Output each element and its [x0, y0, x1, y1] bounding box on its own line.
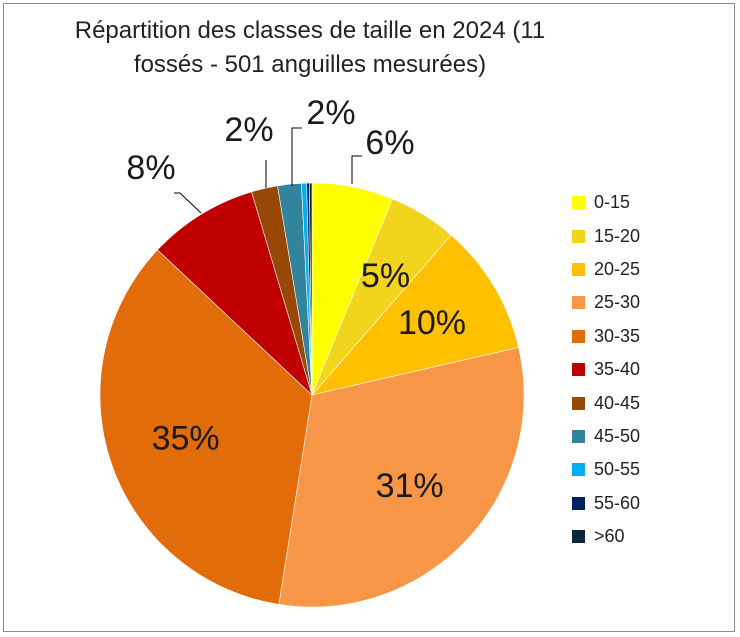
legend-swatch [572, 396, 585, 410]
legend-item: 35-40 [572, 353, 640, 386]
pie-slice-25-30 [278, 347, 525, 608]
legend-item: 25-30 [572, 286, 640, 319]
legend-swatch [572, 262, 585, 276]
leader-line-45-50 [291, 127, 302, 186]
legend-label: >60 [594, 526, 625, 547]
data-label-35-40: 8% [126, 149, 175, 187]
legend-label: 0-15 [594, 192, 631, 213]
leader-line-35-40 [174, 192, 202, 214]
legend-item: 45-50 [572, 420, 640, 453]
pie-slice-20-25 [311, 234, 519, 396]
legend-swatch [572, 496, 585, 510]
pie-slice-30-35 [99, 249, 313, 605]
legend-item: 20-25 [572, 253, 640, 286]
legend-label: 40-45 [594, 392, 641, 413]
pie-slice-gt60 [309, 182, 313, 396]
legend-label: 30-35 [594, 325, 641, 346]
legend-swatch [572, 196, 585, 210]
data-label-40-45: 2% [224, 111, 273, 149]
data-label-45-50: 2% [306, 94, 355, 132]
legend-swatch [572, 463, 585, 477]
chart-title: Répartition des classes de taille en 202… [74, 17, 546, 78]
data-label-15-20: 5% [361, 257, 410, 295]
legend-swatch [572, 429, 585, 443]
legend-label: 25-30 [594, 292, 641, 313]
legend-item: 0-15 [572, 186, 640, 219]
legend-swatch [572, 530, 585, 544]
legend-item: 40-45 [572, 386, 640, 419]
legend-item: 15-20 [572, 219, 640, 252]
leader-line-0-15 [351, 155, 362, 184]
legend-label: 50-55 [594, 459, 641, 480]
legend-label: 45-50 [594, 425, 641, 446]
legend: 0-15 15-20 20-25 25-30 30-35 35-40 40-45 45-50 5… [572, 186, 640, 553]
data-label-0-15: 6% [365, 124, 414, 162]
legend-label: 55-60 [594, 492, 641, 513]
legend-item: >60 [572, 520, 640, 553]
data-label-25-30: 31% [376, 467, 444, 505]
legend-label: 35-40 [594, 359, 641, 380]
data-label-30-35: 35% [152, 419, 220, 457]
legend-item: 50-55 [572, 453, 640, 486]
pie-slice-35-40 [157, 191, 313, 396]
legend-swatch [572, 363, 585, 377]
data-label-20-25: 10% [398, 304, 466, 342]
legend-item: 55-60 [572, 487, 640, 520]
legend-swatch [572, 296, 585, 310]
legend-label: 20-25 [594, 258, 641, 279]
legend-label: 15-20 [594, 225, 641, 246]
legend-swatch [572, 229, 585, 243]
legend-item: 30-35 [572, 320, 640, 353]
legend-swatch [572, 329, 585, 343]
